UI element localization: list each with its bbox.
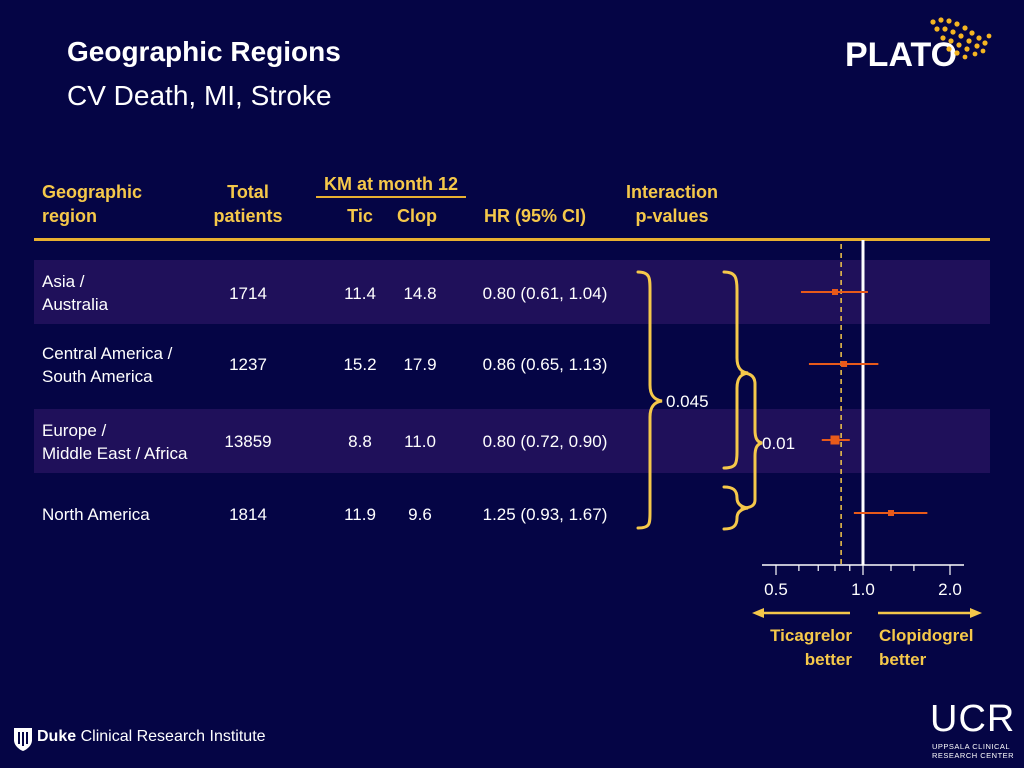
ucr-logo-sub1: UPPSALA CLINICAL <box>932 742 1011 751</box>
row-north-america-region-line1: North America <box>42 505 150 524</box>
row-north-america-clop: 9.6 <box>408 505 432 524</box>
label-clopidogrel-line2: better <box>879 650 927 669</box>
header-total-line1: Total <box>227 182 269 202</box>
pvalue-north-america: 0.01 <box>762 434 796 453</box>
header-region-line1: Geographic <box>42 182 143 202</box>
brace-north-america <box>722 485 749 531</box>
header-interaction-line1: Interaction <box>625 182 718 202</box>
ucr-logo-sub: UPPSALA CLINICAL RESEARCH CENTER <box>932 742 1014 760</box>
header-clop: Clop <box>397 206 437 226</box>
row-north-america-tic: 11.9 <box>344 505 376 524</box>
duke-logo-bold: Duke <box>37 728 77 745</box>
tick-label-2: 2.0 <box>938 580 962 599</box>
row-north-america-hr: 1.25 (0.93, 1.67) <box>482 505 608 524</box>
tick-label-1: 1.0 <box>851 580 875 599</box>
hr-marker-1 <box>841 361 848 367</box>
header-interaction-line2: p-values <box>635 206 709 226</box>
row-asia-tic: 11.4 <box>344 284 376 303</box>
tick-label-0: 0.5 <box>764 580 788 599</box>
ucr-logo: UCR UPPSALA CLINICAL RESEARCH CENTER <box>930 698 1020 762</box>
header-km-underline <box>316 196 466 198</box>
label-ticagrelor-line2: better <box>804 650 852 669</box>
label-clopidogrel-better: Clopidogrel better <box>879 624 999 672</box>
plato-logo: PLATO <box>845 16 1005 76</box>
row-asia-clop: 14.8 <box>403 284 437 303</box>
row-asia-hr: 0.80 (0.61, 1.04) <box>482 284 608 303</box>
header-region-line2: region <box>42 206 98 226</box>
header-total-line2: patients <box>213 206 283 226</box>
row-europe-region-line1: Europe / <box>42 421 107 440</box>
header-km-group: KM at month 12 <box>323 174 458 194</box>
label-ticagrelor-line1: Ticagrelor <box>770 626 852 645</box>
row-central-america-region-line1: Central America / <box>42 344 173 363</box>
row-north-america-region: North America <box>42 503 150 526</box>
row-central-america-region: Central America / South America <box>42 342 172 388</box>
arrow-left-head <box>752 608 764 618</box>
row-europe-clop: 11.0 <box>404 432 436 451</box>
header-interaction: Interaction p-values <box>612 180 732 228</box>
row-asia-region-line1: Asia / <box>42 272 85 291</box>
duke-logo-text: Duke Clinical Research Institute <box>37 728 266 746</box>
row-europe-region-line2: Middle East / Africa <box>42 444 188 463</box>
header-rule <box>34 238 990 241</box>
ucr-logo-text: UCR <box>930 698 1016 740</box>
slide-title: Geographic Regions <box>67 36 341 67</box>
row-europe-tic: 8.8 <box>348 432 372 451</box>
row-central-america-hr: 0.86 (0.65, 1.13) <box>482 355 608 374</box>
row-asia-region-line2: Australia <box>42 295 109 314</box>
row-central-america-total: 1237 <box>229 355 267 374</box>
duke-logo-rest: Clinical Research Institute <box>80 728 266 745</box>
slide-subtitle: CV Death, MI, Stroke <box>67 80 332 111</box>
row-central-america-tic: 15.2 <box>343 355 377 374</box>
row-central-america-clop: 17.9 <box>403 355 437 374</box>
hr-marker-3 <box>888 510 895 516</box>
ucr-logo-sub2: RESEARCH CENTER <box>932 751 1015 760</box>
row-central-america-region-line2: South America <box>42 367 153 386</box>
header-tic: Tic <box>347 206 373 226</box>
label-clopidogrel-line1: Clopidogrel <box>879 626 974 645</box>
label-ticagrelor-better: Ticagrelor better <box>740 624 852 672</box>
header-total: Total patients <box>198 180 298 228</box>
row-asia-total: 1714 <box>229 284 267 303</box>
duke-shield-icon <box>14 728 32 751</box>
row-europe-total: 13859 <box>224 432 272 451</box>
row-europe-region: Europe / Middle East / Africa <box>42 419 188 465</box>
header-region: Geographic region <box>42 180 142 228</box>
plato-logo-text: PLATO <box>845 36 958 74</box>
plato-dots-icon <box>930 17 992 60</box>
arrow-right-head <box>970 608 982 618</box>
pvalue-all-regions: 0.045 <box>666 392 709 411</box>
header-hr: HR (95% CI) <box>483 206 586 226</box>
row-europe-hr: 0.80 (0.72, 0.90) <box>482 432 608 451</box>
row-north-america-total: 1814 <box>229 505 267 524</box>
row-asia-region: Asia / Australia <box>42 270 108 316</box>
